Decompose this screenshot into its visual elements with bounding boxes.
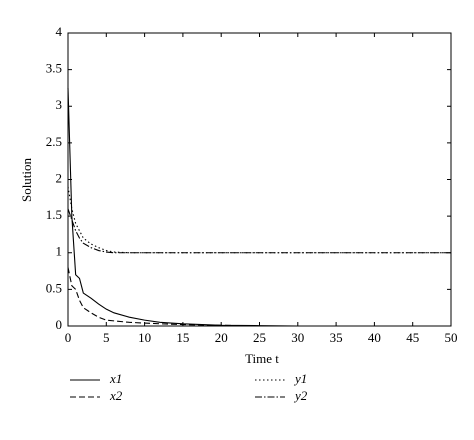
y-tick-label: 3.5 bbox=[46, 61, 62, 76]
y-tick-label: 2 bbox=[56, 170, 63, 185]
series-line bbox=[67, 208, 451, 254]
y-tick-label: 1 bbox=[56, 244, 63, 259]
x-tick-label: 5 bbox=[103, 330, 110, 345]
x-tick-label: 45 bbox=[406, 330, 419, 345]
x-axis-label: Time t bbox=[245, 351, 279, 366]
y-tick-label: 0.5 bbox=[46, 280, 62, 295]
x-tick-label: 20 bbox=[215, 330, 228, 345]
legend-label: y2 bbox=[293, 388, 308, 403]
series-line bbox=[67, 186, 451, 254]
x-tick-label: 30 bbox=[291, 330, 304, 345]
series-line bbox=[67, 267, 451, 327]
y-tick-label: 3 bbox=[56, 97, 63, 112]
y-tick-label: 0 bbox=[56, 317, 63, 332]
x-tick-label: 25 bbox=[253, 330, 266, 345]
x-tick-label: 0 bbox=[65, 330, 72, 345]
legend-label: y1 bbox=[293, 371, 307, 386]
x-tick-label: 35 bbox=[330, 330, 343, 345]
series-line bbox=[67, 87, 451, 327]
x-tick-label: 10 bbox=[138, 330, 151, 345]
y-tick-label: 1.5 bbox=[46, 207, 62, 222]
y-tick-label: 2.5 bbox=[46, 134, 62, 149]
legend-label: x2 bbox=[109, 388, 123, 403]
legend-label: x1 bbox=[109, 371, 122, 386]
x-tick-label: 15 bbox=[176, 330, 189, 345]
y-tick-label: 4 bbox=[56, 24, 63, 39]
x-tick-label: 50 bbox=[445, 330, 458, 345]
x-tick-label: 40 bbox=[368, 330, 381, 345]
plot-frame bbox=[67, 32, 452, 327]
y-axis-label: Solution bbox=[19, 157, 34, 202]
